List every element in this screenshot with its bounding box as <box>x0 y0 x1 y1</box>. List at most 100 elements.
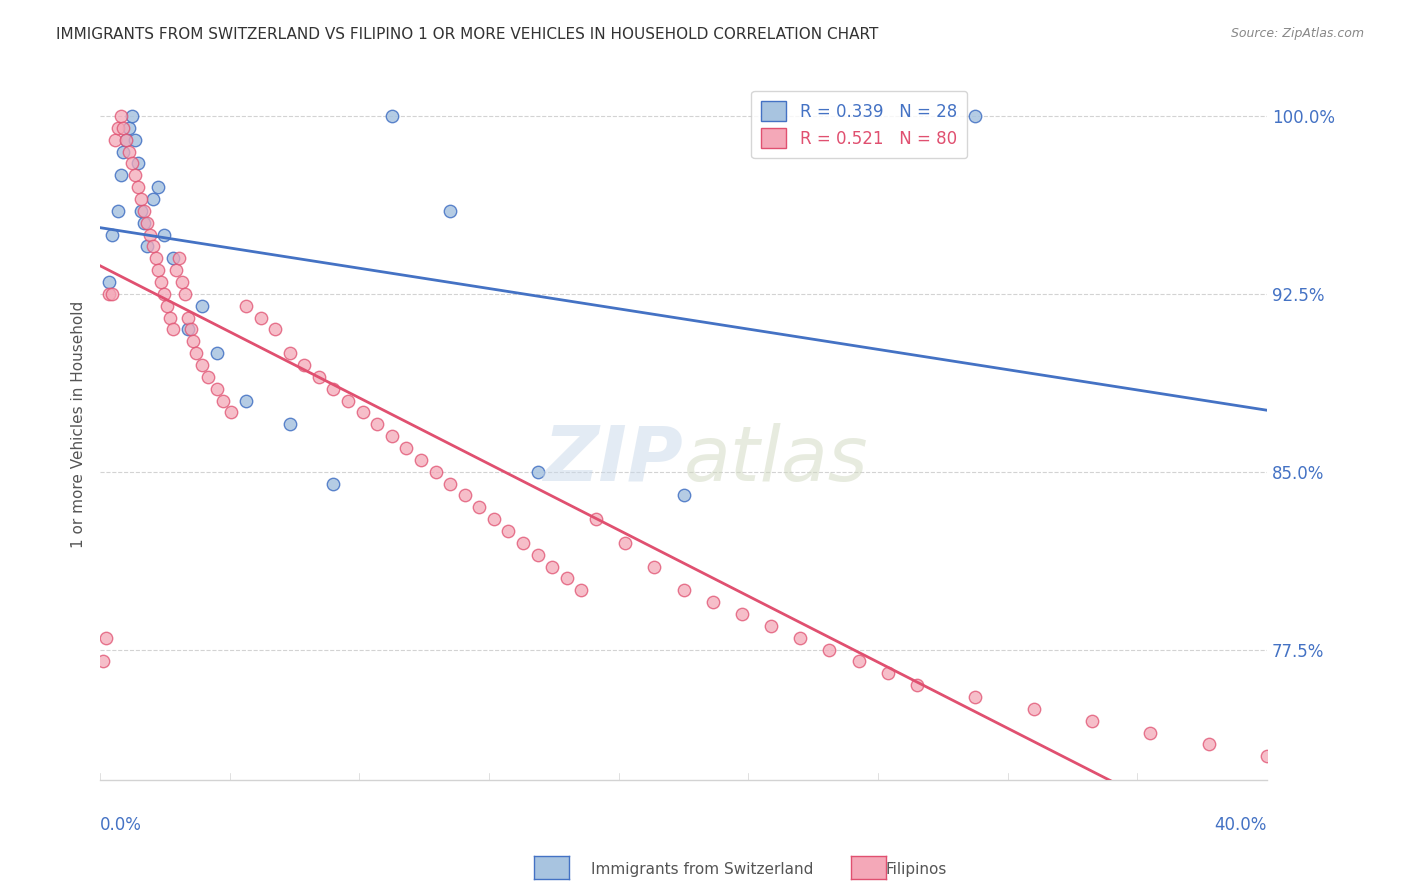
Point <box>118 120 141 135</box>
Point <box>905 678 928 692</box>
Point <box>352 405 374 419</box>
Point <box>173 286 195 301</box>
Point <box>153 286 176 301</box>
Point <box>186 346 208 360</box>
Point <box>121 156 143 170</box>
Point <box>176 322 198 336</box>
Point <box>148 263 170 277</box>
Point <box>292 358 315 372</box>
Point <box>965 690 987 704</box>
Point <box>162 252 184 266</box>
Point <box>170 275 193 289</box>
Point <box>129 192 152 206</box>
Point <box>454 488 477 502</box>
Point <box>278 346 301 360</box>
Point <box>731 607 754 621</box>
Point <box>197 369 219 384</box>
Point <box>132 216 155 230</box>
Point <box>381 429 404 443</box>
Point <box>848 655 870 669</box>
Point <box>115 133 138 147</box>
Point <box>876 666 898 681</box>
Text: ZIP: ZIP <box>544 423 683 497</box>
Point <box>124 133 146 147</box>
Point <box>1081 714 1104 728</box>
Point <box>1022 702 1045 716</box>
Point <box>264 322 287 336</box>
Legend: R = 0.339   N = 28, R = 0.521   N = 80: R = 0.339 N = 28, R = 0.521 N = 80 <box>751 91 967 159</box>
Y-axis label: 1 or more Vehicles in Household: 1 or more Vehicles in Household <box>72 301 86 548</box>
Point <box>115 133 138 147</box>
Text: Filipinos: Filipinos <box>886 863 948 877</box>
Point <box>127 156 149 170</box>
Point <box>183 334 205 349</box>
Text: 0.0%: 0.0% <box>100 815 142 834</box>
Point <box>498 524 520 538</box>
Point <box>176 310 198 325</box>
Point <box>571 583 593 598</box>
Point <box>409 453 432 467</box>
Point <box>235 299 257 313</box>
Point <box>789 631 811 645</box>
Point <box>101 227 124 242</box>
Point <box>135 216 157 230</box>
Point <box>439 203 461 218</box>
Point <box>129 203 152 218</box>
Point <box>97 275 120 289</box>
Point <box>121 109 143 123</box>
Text: Immigrants from Switzerland: Immigrants from Switzerland <box>591 863 813 877</box>
Point <box>337 393 360 408</box>
Point <box>614 536 637 550</box>
Point <box>91 655 114 669</box>
Point <box>156 299 179 313</box>
Text: atlas: atlas <box>683 423 868 497</box>
Point <box>101 286 124 301</box>
Point <box>107 120 129 135</box>
Point <box>107 203 129 218</box>
Point <box>150 275 173 289</box>
Text: 40.0%: 40.0% <box>1215 815 1267 834</box>
Point <box>1198 738 1220 752</box>
Point <box>366 417 388 432</box>
Point <box>110 168 132 182</box>
Point <box>145 252 167 266</box>
Point <box>308 369 330 384</box>
Point <box>191 358 214 372</box>
Text: IMMIGRANTS FROM SWITZERLAND VS FILIPINO 1 OR MORE VEHICLES IN HOUSEHOLD CORRELAT: IMMIGRANTS FROM SWITZERLAND VS FILIPINO … <box>56 27 879 42</box>
Point <box>249 310 271 325</box>
Point <box>439 476 461 491</box>
Point <box>425 465 447 479</box>
Point <box>124 168 146 182</box>
Point <box>94 631 117 645</box>
Point <box>165 263 187 277</box>
Point <box>468 500 491 515</box>
Point <box>235 393 257 408</box>
Point <box>135 239 157 253</box>
Text: Source: ZipAtlas.com: Source: ZipAtlas.com <box>1230 27 1364 40</box>
Point <box>672 488 695 502</box>
Point <box>322 476 344 491</box>
Point <box>526 465 548 479</box>
Point <box>1256 749 1278 764</box>
Point <box>191 299 214 313</box>
Point <box>138 227 160 242</box>
Point <box>142 192 165 206</box>
Point <box>818 642 841 657</box>
Point <box>702 595 724 609</box>
Point <box>110 109 132 123</box>
Point <box>97 286 120 301</box>
Point <box>221 405 243 419</box>
Point <box>148 180 170 194</box>
Point <box>322 382 344 396</box>
Point <box>965 109 987 123</box>
Point <box>1139 725 1161 739</box>
Point <box>541 559 564 574</box>
Point <box>643 559 665 574</box>
Point <box>132 203 155 218</box>
Point <box>104 133 127 147</box>
Point <box>205 346 228 360</box>
Point <box>159 310 181 325</box>
Point <box>381 109 404 123</box>
Point <box>205 382 228 396</box>
Point <box>526 548 548 562</box>
